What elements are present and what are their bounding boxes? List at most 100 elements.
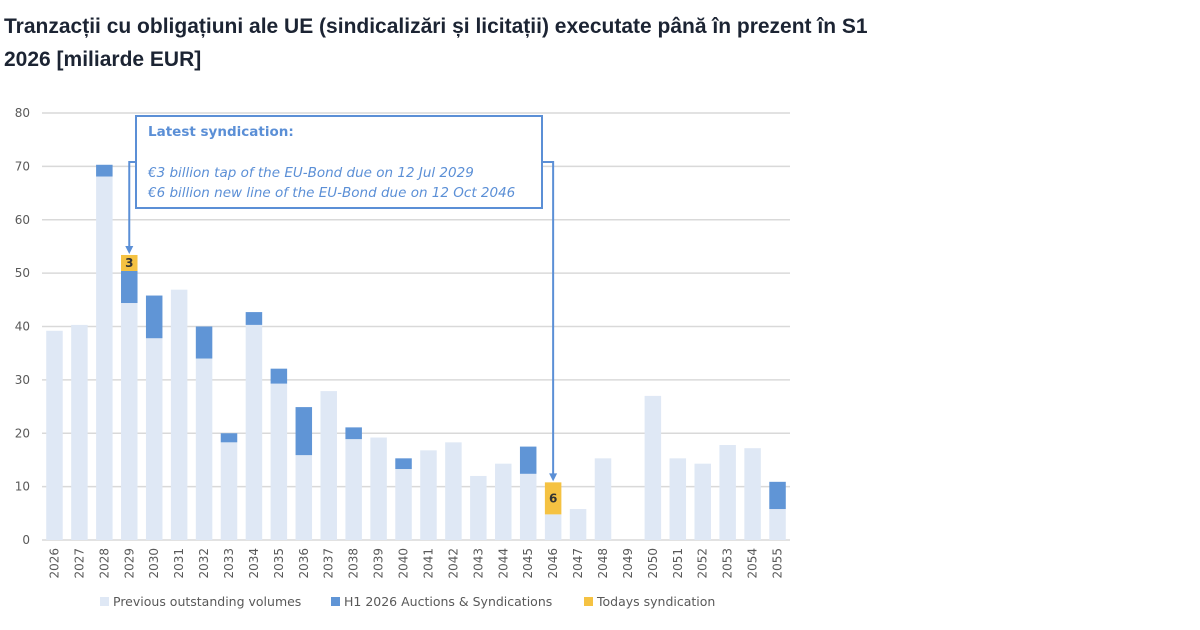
arrow-line [128,161,135,248]
bar-segment-h1-2026 [295,407,313,456]
bar-segment-previous [669,458,687,540]
x-tick-label: 2055 [771,548,785,579]
chart-title: Tranzacții cu obligațiuni ale UE (sindic… [4,15,868,71]
bar-segment-previous [295,455,313,540]
legend-label: Previous outstanding volumes [113,594,302,609]
bar-segment-h1-2026 [769,481,786,510]
x-tick-label: 2041 [421,548,435,579]
x-tick-label: 2051 [671,548,685,579]
x-tick-label: 2033 [222,548,236,579]
x-tick-label: 2049 [621,548,635,579]
bar-segment-h1-2026 [195,326,213,359]
y-tick-label: 40 [15,320,30,334]
bar-segment-previous [170,289,188,540]
bar-segment-previous [420,450,437,540]
bar-segment-todays [544,482,562,515]
bar-segment-h1-2026 [220,433,238,443]
arrow-head-icon [549,473,558,482]
annotation-line-2: €6 billion new line of the EU-Bond due o… [148,185,516,201]
bar-segment-previous [71,324,88,540]
legend-item-h1-2026: H1 2026 Auctions & Syndications [331,594,552,609]
bar-segment-previous [719,444,736,540]
latest-syndication-annotation: Latest syndication: €3 billion tap of th… [135,115,543,209]
x-tick-label: 2038 [347,548,361,579]
x-tick-label: 2043 [471,548,485,579]
x-tick-label: 2052 [696,548,710,579]
bar-segment-previous [470,475,487,540]
bar-segment-previous [644,395,662,540]
x-tick-label: 2048 [596,548,610,579]
legend-label: Todays syndication [597,594,716,609]
x-tick-label: 2037 [322,548,336,579]
y-tick-label: 50 [15,266,30,280]
x-tick-label: 2026 [47,548,61,579]
bar-segment-todays [121,254,138,271]
x-tick-label: 2042 [446,548,460,579]
x-tick-label: 2032 [197,548,211,579]
bar-segment-h1-2026 [121,270,138,304]
annotation-line-1: €3 billion tap of the EU-Bond due on 12 … [148,165,474,181]
x-tick-label: 2027 [72,548,86,579]
legend-label: H1 2026 Auctions & Syndications [344,594,553,609]
bar-segment-previous [569,509,587,540]
y-tick-label: 20 [15,426,30,440]
bar-segment-previous [345,439,362,540]
data-label: 6 [549,491,557,505]
bar-segment-previous [121,303,138,540]
x-tick-label: 2045 [521,548,535,579]
arrow-head-icon [125,245,134,254]
bar-segment-previous [220,442,238,540]
x-tick-label: 2028 [97,548,111,579]
bar-segment-h1-2026 [245,312,263,325]
x-tick-label: 2054 [746,548,760,579]
bar-segment-previous [320,391,337,540]
bar-segment-previous [744,448,761,540]
bar-segment-previous [145,338,163,540]
bar-segment-h1-2026 [519,446,537,474]
bar-segment-previous [245,324,263,540]
bar-segment-previous [769,509,786,540]
bar-segment-previous [694,463,711,540]
x-tick-label: 2039 [372,548,386,579]
x-tick-label: 2047 [571,548,585,579]
bar-segment-previous [370,437,387,540]
y-tick-label: 30 [15,373,30,387]
x-tick-label: 2036 [297,548,311,579]
bar-segment-previous [495,463,512,540]
bar-segment-h1-2026 [345,427,362,440]
x-tick-label: 2046 [546,548,560,579]
y-tick-label: 0 [22,533,30,547]
bar-segment-previous [195,358,213,540]
x-tick-label: 2034 [247,548,261,579]
bar-segment-previous [544,514,562,540]
y-tick-label: 60 [15,213,30,227]
bar-segment-h1-2026 [145,295,163,339]
bar-segment-previous [46,330,63,540]
x-tick-label: 2050 [646,548,660,579]
legend-item-todays: Todays syndication [584,594,715,609]
bar-segment-previous [96,176,113,541]
x-tick-label: 2044 [496,548,510,579]
bar-segment-h1-2026 [270,368,288,384]
x-tick-label: 2053 [721,548,735,579]
bar-segment-h1-2026 [395,458,412,470]
bar-segment-previous [270,383,288,540]
legend-swatch [100,597,109,606]
x-tick-label: 2031 [172,548,186,579]
bar-segment-previous [594,458,612,540]
y-tick-label: 80 [15,106,30,120]
arrow-line [543,161,555,476]
bar-segment-previous [445,442,462,540]
legend-swatch [331,597,340,606]
y-tick-label: 70 [15,159,30,173]
x-tick-label: 2029 [122,548,136,579]
bar-segment-h1-2026 [96,164,113,177]
x-tick-label: 2030 [147,548,161,579]
y-tick-label: 10 [15,480,30,494]
x-tick-label: 2040 [397,548,411,579]
data-label: 3 [125,256,133,270]
legend-swatch [584,597,593,606]
x-tick-label: 2035 [272,548,286,579]
legend-item-previous: Previous outstanding volumes [100,594,301,609]
